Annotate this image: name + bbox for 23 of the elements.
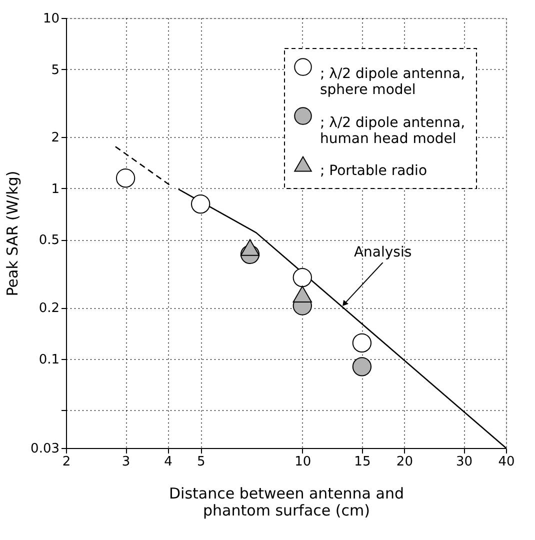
legend-label: ; λ/2 dipole antenna, human head model [320,115,466,147]
annotation: Analysis [354,244,412,261]
y-tick-label: 10 [42,12,60,26]
y-tick-label: 1 [51,182,60,197]
x-tick-label: 15 [354,454,371,470]
x-tick-label: 20 [396,454,413,470]
x-tick-label: 3 [122,454,130,470]
y-tick-label: 0.03 [30,442,60,456]
y-tick-label: 0.2 [38,301,60,316]
y-tick-label: 2 [51,130,60,146]
x-axis-title: Distance between antenna and phantom surface (cm) [169,484,404,520]
y-tick-label: 0.1 [38,352,60,368]
y-tick-label: 0.5 [38,233,60,248]
x-tick-label: 10 [294,454,312,470]
x-tick-label: 30 [456,454,473,470]
legend-label: ; λ/2 dipole antenna, sphere model [320,66,466,98]
x-tick-label: 4 [164,454,172,470]
legend-label: ; Portable radio [320,163,428,179]
x-tick-label: 40 [498,454,515,470]
y-axis-title: Peak SAR (W/kg) [4,170,22,296]
x-tick-label: 5 [196,454,206,470]
y-tick-label: 5 [51,62,60,78]
x-tick-label: 2 [62,454,71,470]
